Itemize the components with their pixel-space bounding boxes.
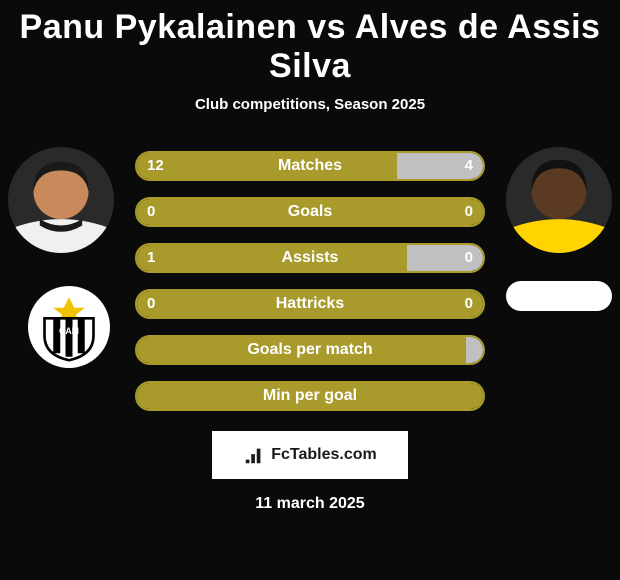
stat-label: Goals per match: [135, 335, 485, 365]
stat-row: Goals0 0: [135, 197, 485, 227]
player-right-avatar: [506, 147, 612, 253]
stat-label: Matches: [135, 151, 485, 181]
stat-row: Matches12 4: [135, 151, 485, 181]
stats-bars: Matches124Goals00Assists10Hattricks00Goa…: [135, 151, 485, 427]
watermark: FcTables.com: [212, 431, 408, 479]
stat-value-left: 1: [147, 243, 155, 273]
club-left-badge: CAM: [28, 286, 110, 368]
stat-value-right: 0: [465, 243, 473, 273]
watermark-label: FcTables.com: [271, 446, 377, 464]
page-title: Panu Pykalainen vs Alves de Assis Silva: [0, 0, 620, 86]
stat-value-left: 12: [147, 151, 164, 181]
stat-row: Goals per match: [135, 335, 485, 365]
stat-value-right: 4: [465, 151, 473, 181]
page-subtitle: Club competitions, Season 2025: [0, 96, 620, 113]
stat-value-left: 0: [147, 289, 155, 319]
stat-row: Min per goal: [135, 381, 485, 411]
stat-value-right: 0: [465, 289, 473, 319]
stat-label: Min per goal: [135, 381, 485, 411]
player-left-avatar: [8, 147, 114, 253]
stat-value-left: 0: [147, 197, 155, 227]
svg-text:CAM: CAM: [59, 326, 79, 336]
stat-label: Assists: [135, 243, 485, 273]
stat-row: Hattricks0 0: [135, 289, 485, 319]
stat-row: Assists1 0: [135, 243, 485, 273]
stat-value-right: 0: [465, 197, 473, 227]
stat-label: Goals: [135, 197, 485, 227]
club-right-badge: [506, 281, 612, 311]
stat-label: Hattricks: [135, 289, 485, 319]
date-label: 11 march 2025: [0, 495, 620, 513]
